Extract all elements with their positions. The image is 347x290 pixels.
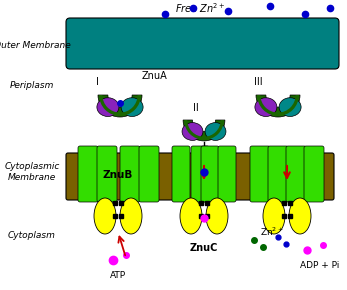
Wedge shape	[256, 95, 300, 117]
Text: Cytoplasm: Cytoplasm	[8, 231, 56, 240]
FancyBboxPatch shape	[66, 18, 339, 69]
Ellipse shape	[97, 98, 119, 117]
FancyBboxPatch shape	[201, 146, 219, 202]
FancyBboxPatch shape	[66, 153, 334, 200]
FancyBboxPatch shape	[268, 146, 288, 202]
FancyBboxPatch shape	[78, 146, 98, 202]
Ellipse shape	[121, 98, 143, 117]
Text: ZnuC: ZnuC	[190, 243, 218, 253]
Text: ATP: ATP	[110, 271, 126, 280]
Ellipse shape	[289, 198, 311, 234]
FancyBboxPatch shape	[286, 146, 306, 202]
Text: Periplasm: Periplasm	[10, 81, 54, 90]
Ellipse shape	[263, 198, 285, 234]
FancyBboxPatch shape	[139, 146, 159, 202]
FancyBboxPatch shape	[304, 146, 324, 202]
Ellipse shape	[206, 198, 228, 234]
FancyBboxPatch shape	[250, 146, 270, 202]
Ellipse shape	[94, 198, 116, 234]
Text: ZnuB: ZnuB	[103, 170, 133, 180]
Ellipse shape	[279, 98, 301, 117]
FancyBboxPatch shape	[218, 146, 236, 202]
Text: ADP + Pi: ADP + Pi	[300, 260, 340, 269]
Ellipse shape	[205, 123, 226, 140]
Text: I: I	[95, 77, 99, 87]
Text: Outer Membrane: Outer Membrane	[0, 41, 70, 50]
FancyBboxPatch shape	[172, 146, 190, 202]
Wedge shape	[257, 95, 299, 116]
Text: Free Zn$^{2+}$: Free Zn$^{2+}$	[175, 1, 225, 15]
Ellipse shape	[255, 98, 277, 117]
Text: Cytoplasmic
Membrane: Cytoplasmic Membrane	[4, 162, 60, 182]
Text: ZnuA: ZnuA	[142, 71, 168, 81]
FancyBboxPatch shape	[191, 146, 209, 202]
FancyBboxPatch shape	[97, 146, 117, 202]
Wedge shape	[183, 120, 225, 141]
Ellipse shape	[120, 198, 142, 234]
Text: III: III	[254, 77, 262, 87]
Text: II: II	[193, 103, 199, 113]
Text: Zn$^{2+}$: Zn$^{2+}$	[260, 226, 284, 238]
Ellipse shape	[182, 123, 203, 140]
FancyBboxPatch shape	[120, 146, 140, 202]
Wedge shape	[99, 95, 141, 116]
Ellipse shape	[180, 198, 202, 234]
Wedge shape	[98, 95, 142, 117]
Wedge shape	[184, 120, 224, 140]
